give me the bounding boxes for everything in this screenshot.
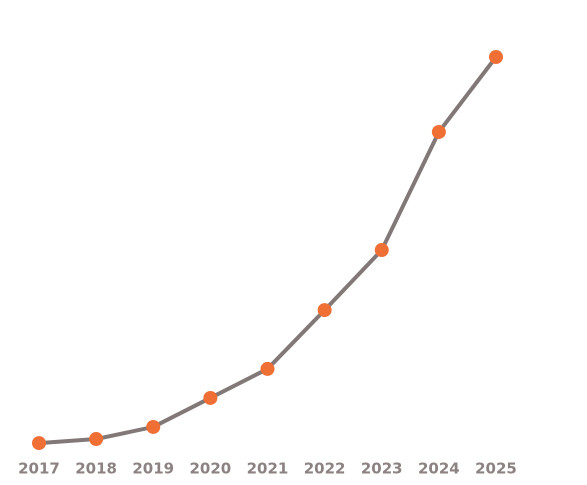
x-tick-label: 2023 [361, 460, 403, 478]
x-tick-label: 2017 [18, 460, 60, 478]
point [489, 50, 503, 64]
point [431, 124, 446, 139]
line [38, 55, 498, 446]
x-tick-label: 2024 [418, 460, 460, 478]
x-tick-label: 2019 [132, 460, 174, 478]
point [32, 436, 46, 451]
x-tick-label: 2018 [75, 460, 117, 478]
point [89, 432, 104, 447]
x-tick-label: 2025 [475, 460, 517, 478]
point [203, 390, 218, 405]
point [260, 361, 275, 376]
point [317, 303, 332, 318]
x-tick-label: 2021 [247, 460, 289, 478]
point [146, 419, 161, 434]
x-tick-label: 2020 [190, 460, 232, 478]
x-tick-label: 2022 [304, 460, 346, 478]
point [374, 243, 389, 258]
